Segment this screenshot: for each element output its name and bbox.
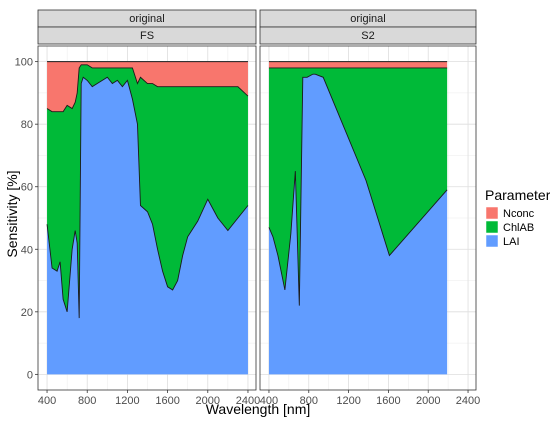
strip-top-label: original (350, 13, 385, 25)
panel-border (37, 45, 257, 391)
y-tick-label: 0 (27, 369, 33, 381)
boundary-chlab (46, 64, 249, 113)
strip-bottom-label: FS (140, 30, 154, 42)
boundary-lai (268, 73, 448, 306)
y-tick-label: 20 (21, 307, 33, 319)
legend-key-nconc (485, 206, 499, 220)
x-tick-label: 800 (78, 395, 96, 407)
area-lai (268, 74, 448, 375)
area-chlab (268, 67, 448, 306)
x-tick-label: 2400 (236, 395, 260, 407)
area-chlab (47, 64, 248, 319)
area-nconc (47, 61, 248, 112)
strip-bottom-label: S2 (361, 30, 374, 42)
x-tick-label: 400 (38, 395, 56, 407)
strip-bottom-bg (259, 26, 477, 45)
x-tick-label: 1200 (115, 395, 139, 407)
x-axis-title: Wavelength [nm] (206, 401, 311, 417)
x-tick-label: 1600 (376, 395, 400, 407)
area-lai (47, 77, 248, 375)
x-tick-label: 1600 (155, 395, 179, 407)
x-tick-label: 2000 (196, 395, 220, 407)
panel-s2: original S2 400 800 1200 1600 2000 2400 (259, 9, 480, 407)
x-tick-label: 2400 (456, 395, 480, 407)
legend-title: Parameter (485, 187, 550, 203)
panel-fs: original FS 400 800 1200 1600 2000 2400 0 20 40 60 8… (15, 9, 260, 407)
y-tick-label: 40 (21, 244, 33, 256)
y-tick-label: 100 (15, 57, 33, 69)
legend-label-chlab: ChlAB (503, 222, 534, 234)
boundary-lai (46, 76, 249, 319)
x-tick-label: 400 (260, 395, 278, 407)
panels-layer: original FS 400 800 1200 1600 2000 2400 0 20 40 60 8… (15, 9, 480, 407)
y-tick-label: 60 (21, 182, 33, 194)
x-tick-label: 800 (300, 395, 318, 407)
y-axis-title: Sensitivity [%] (4, 170, 20, 257)
legend-label-nconc: Nconc (503, 208, 535, 220)
y-tick-label: 80 (21, 119, 33, 131)
strip-top-label: original (129, 13, 164, 25)
strip-bottom-bg (37, 26, 257, 45)
panel-border (259, 45, 477, 391)
legend-key-lai (485, 234, 499, 248)
legend-key-chlab (485, 220, 499, 234)
x-tick-label: 1200 (336, 395, 360, 407)
legend: Parameter Nconc ChlAB LAI (485, 187, 550, 248)
legend-items: Nconc ChlAB LAI (485, 206, 535, 248)
area-nconc (268, 61, 448, 68)
x-tick-label: 2000 (416, 395, 440, 407)
legend-label-lai: LAI (503, 236, 520, 248)
